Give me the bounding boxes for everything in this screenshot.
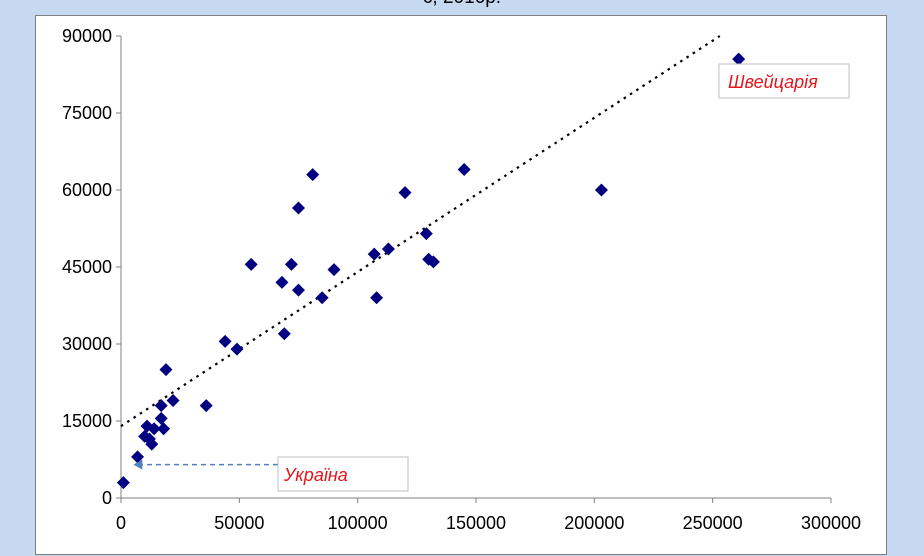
- data-point: [594, 183, 608, 197]
- data-point: [199, 399, 213, 413]
- data-point: [275, 275, 289, 289]
- data-point: [277, 327, 291, 341]
- y-axis-ticks: 0 15000 30000 45000 60000 75000 90000: [62, 26, 121, 508]
- data-point: [157, 422, 171, 436]
- data-point: [116, 476, 130, 490]
- data-point: [292, 201, 305, 215]
- data-point: [147, 422, 161, 436]
- y-tick-label: 0: [102, 488, 112, 508]
- data-point: [218, 334, 232, 348]
- data-point: [327, 263, 341, 277]
- data-point: [154, 399, 168, 413]
- annotations: Швейцарія Україна: [133, 63, 850, 492]
- y-tick-label: 60000: [62, 180, 112, 200]
- annotation-label: Україна: [283, 465, 348, 485]
- data-point: [154, 411, 168, 425]
- data-point: [315, 291, 329, 305]
- data-point: [367, 247, 381, 261]
- y-tick-label: 30000: [62, 334, 112, 354]
- data-point: [370, 291, 384, 305]
- data-point: [159, 363, 173, 377]
- x-tick-label: 250000: [683, 513, 743, 533]
- x-tick-label: 200000: [564, 513, 624, 533]
- data-point: [145, 437, 159, 451]
- y-tick-label: 15000: [62, 411, 112, 431]
- x-tick-label: 100000: [328, 513, 388, 533]
- annotation-box: [718, 63, 850, 99]
- annotation-box: [277, 456, 409, 492]
- annotation-label: Швейцарія: [728, 72, 818, 92]
- y-tick-label: 75000: [62, 103, 112, 123]
- annotation-arrowhead: [133, 459, 143, 470]
- data-point: [131, 450, 145, 464]
- data-points: [116, 52, 746, 490]
- data-point: [457, 162, 471, 176]
- x-tick-label: 50000: [214, 513, 264, 533]
- data-point: [284, 257, 298, 271]
- data-point: [398, 186, 412, 200]
- data-point: [732, 52, 746, 66]
- data-point: [166, 393, 180, 407]
- data-point: [292, 283, 305, 297]
- chart-title: с, 2016р.: [0, 0, 924, 9]
- x-tick-label: 300000: [801, 513, 861, 533]
- x-tick-label: 150000: [446, 513, 506, 533]
- y-tick-label: 90000: [62, 26, 112, 46]
- x-tick-label: 0: [116, 513, 126, 533]
- scatter-chart: 0 15000 30000 45000 60000 75000 90000 0 50000 10…: [62, 26, 861, 533]
- chart-area: 0 15000 30000 45000 60000 75000 90000 0 50000 10…: [35, 15, 887, 555]
- data-point: [426, 255, 440, 269]
- data-point: [419, 227, 433, 241]
- trendline-layer: [120, 35, 721, 428]
- data-point: [244, 257, 258, 271]
- data-point: [306, 168, 320, 182]
- y-tick-label: 45000: [62, 257, 112, 277]
- axes: [120, 36, 831, 499]
- data-point: [230, 342, 244, 356]
- x-axis-ticks: 0 50000 100000 150000 200000 250000 300000: [116, 498, 861, 533]
- trendline: [120, 35, 721, 428]
- data-point: [381, 242, 395, 256]
